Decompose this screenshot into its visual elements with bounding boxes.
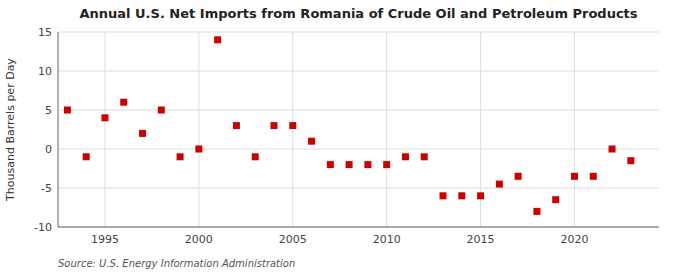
x-grid-line [198, 32, 199, 227]
point [346, 161, 353, 168]
marks [64, 36, 634, 215]
point [101, 114, 108, 121]
y-tick-label: -5 [41, 182, 52, 195]
y-grid-line [58, 149, 659, 150]
x-grid-line [292, 32, 293, 227]
point [440, 192, 447, 199]
x-tick-label: 2000 [185, 233, 213, 246]
y-tick-label: 15 [38, 26, 52, 39]
y-tick-label: -10 [34, 221, 52, 234]
x-grid-line [574, 32, 575, 227]
y-axis-label: Thousand Barrels per Day [4, 58, 17, 202]
point [552, 196, 559, 203]
point [83, 153, 90, 160]
y-axis-line [58, 32, 59, 227]
y-grid-line [58, 32, 659, 33]
title: Annual U.S. Net Imports from Romania of … [79, 6, 637, 21]
ticks: -10 -5 0 5 10 15 1995 2000 2005 2010 2015 2020 [34, 26, 588, 246]
y-grid-line [58, 227, 659, 228]
point [214, 36, 221, 43]
point [327, 161, 334, 168]
point [270, 122, 277, 129]
point [458, 192, 465, 199]
point [496, 181, 503, 188]
point [233, 122, 240, 129]
x-tick-label: 2005 [279, 233, 307, 246]
point [590, 173, 597, 180]
point [364, 161, 371, 168]
point [477, 192, 484, 199]
point [609, 146, 616, 153]
grid [58, 32, 659, 227]
point [533, 208, 540, 215]
point [515, 173, 522, 180]
point [158, 107, 165, 114]
y-tick-label: 10 [38, 65, 52, 78]
point [421, 153, 428, 160]
point [402, 153, 409, 160]
x-tick-label: 1995 [91, 233, 119, 246]
point [120, 99, 127, 106]
point [195, 146, 202, 153]
x-grid-line [104, 32, 105, 227]
x-tick-label: 2015 [467, 233, 495, 246]
point [139, 130, 146, 137]
point [571, 173, 578, 180]
point [252, 153, 259, 160]
chart-svg: Annual U.S. Net Imports from Romania of … [0, 0, 675, 275]
x-tick-label: 2010 [373, 233, 401, 246]
y-grid-line [58, 188, 659, 189]
y-tick-label: 0 [45, 143, 52, 156]
x-grid-line [386, 32, 387, 227]
chart-container: Annual U.S. Net Imports from Romania of … [0, 0, 675, 275]
x-axis-line [58, 227, 659, 228]
point [289, 122, 296, 129]
point [627, 157, 634, 164]
x-tick-label: 2020 [560, 233, 588, 246]
point [64, 107, 71, 114]
annotation: Source: U.S. Energy Information Administ… [58, 258, 295, 269]
y-grid-line [58, 71, 659, 72]
y-grid-line [58, 110, 659, 111]
point [383, 161, 390, 168]
point [308, 138, 315, 145]
point [177, 153, 184, 160]
y-tick-label: 5 [45, 104, 52, 117]
